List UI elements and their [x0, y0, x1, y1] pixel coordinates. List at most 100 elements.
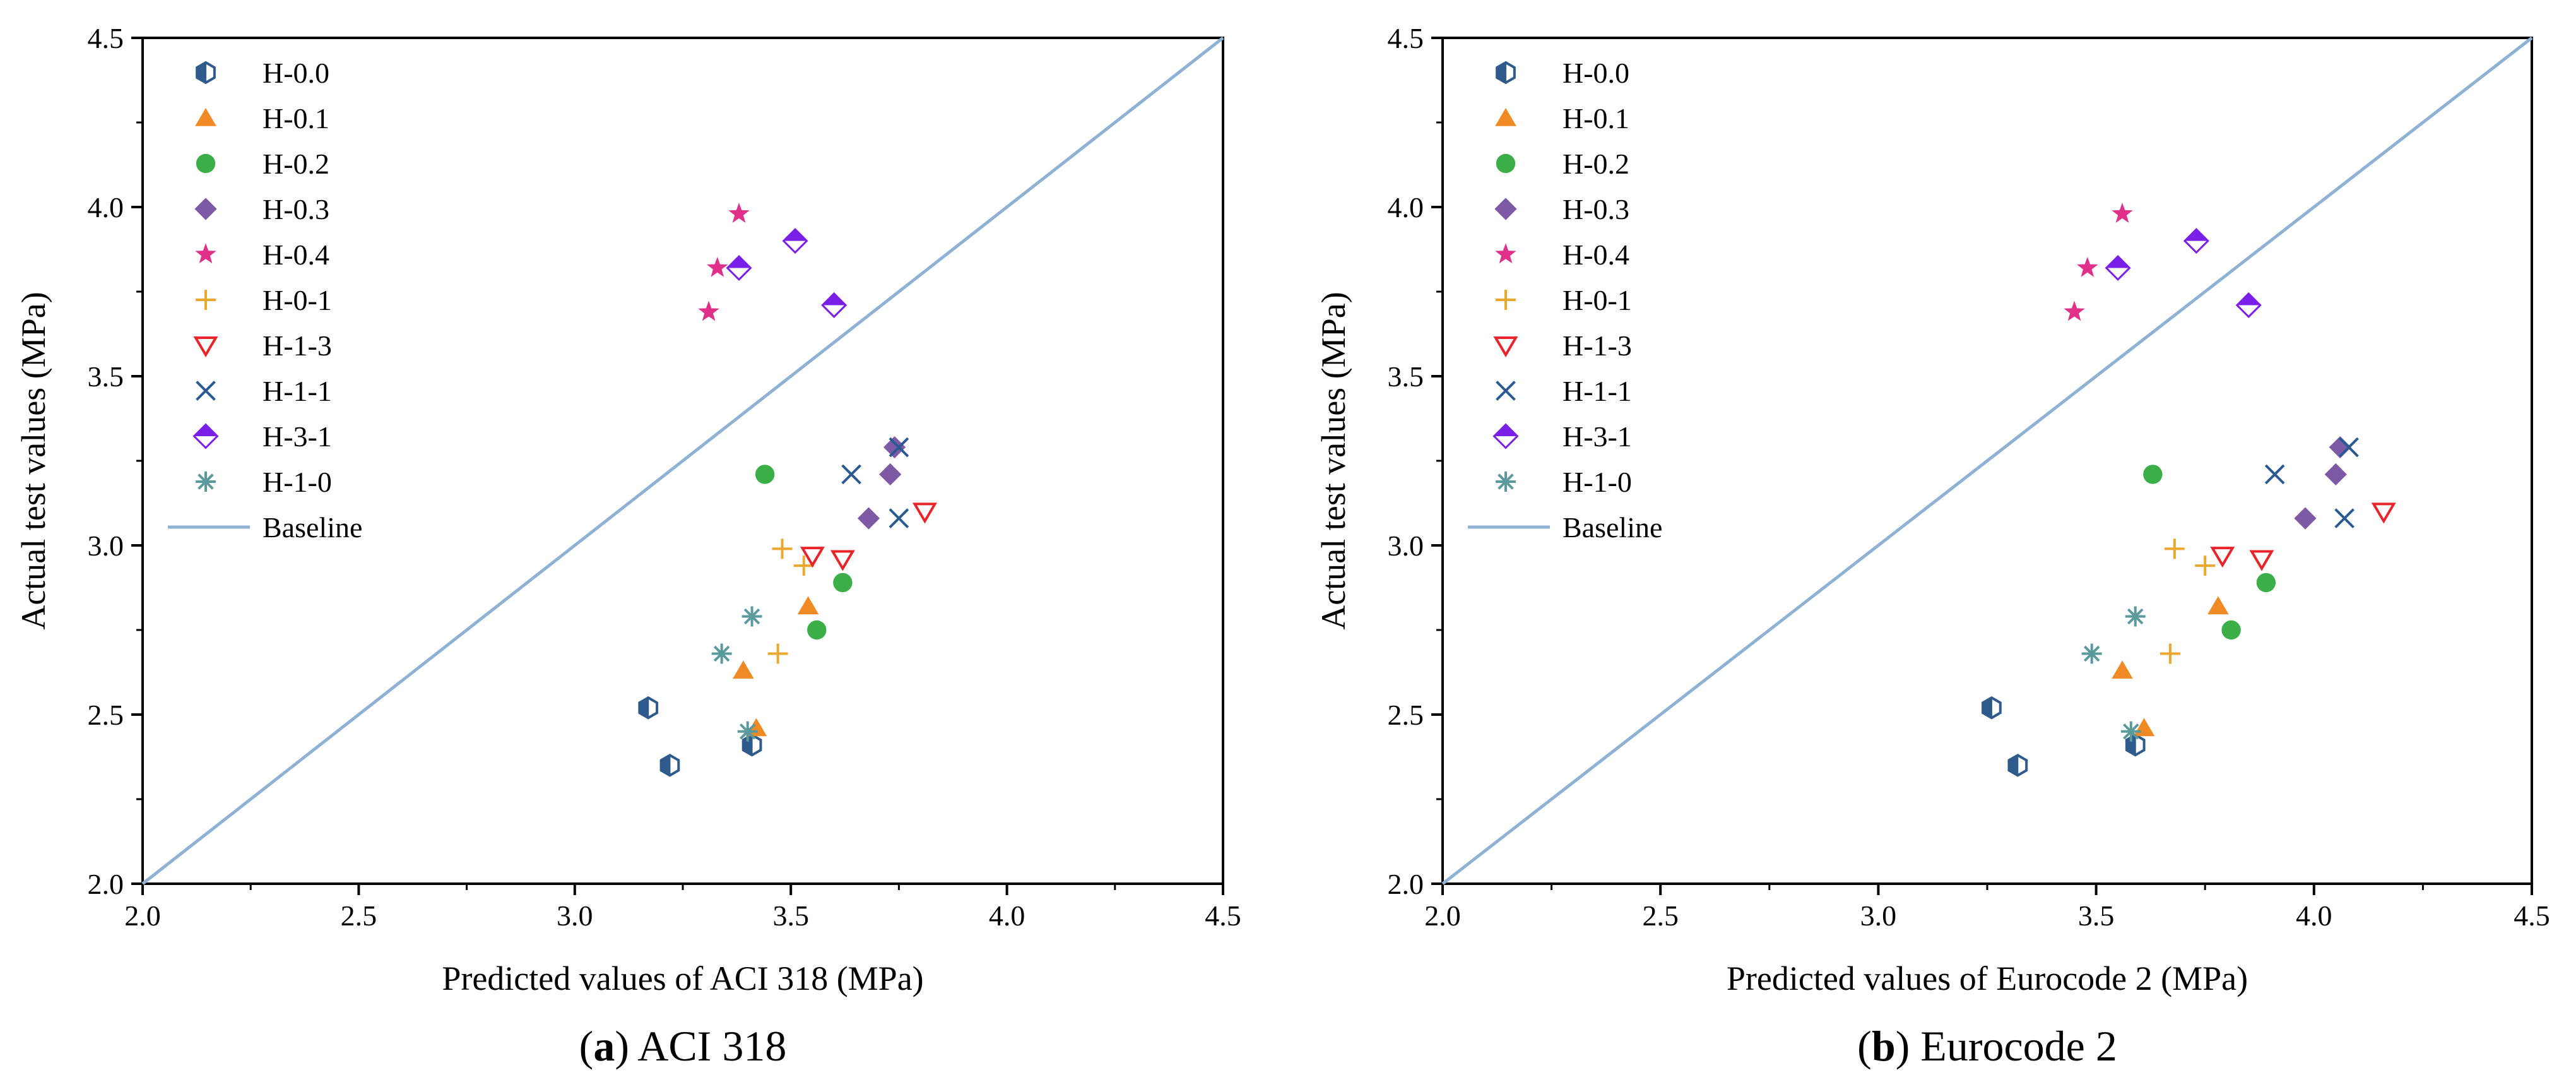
x-tick-label: 2.0	[1424, 900, 1461, 932]
x-tick-label: 3.5	[2078, 900, 2115, 932]
data-point-H-0.3	[857, 507, 880, 530]
data-point-H-0.4	[2064, 300, 2085, 321]
data-point-H-0.2	[833, 573, 853, 593]
data-point-H-0.0	[741, 733, 762, 757]
data-point-H-1-1	[2264, 464, 2285, 485]
data-point-H-0.4	[698, 300, 719, 321]
data-point-H-0.1	[797, 596, 819, 615]
legend-label: H-1-0	[263, 466, 332, 498]
series-H-0.0	[1982, 696, 2146, 777]
series-H-1-0	[711, 606, 762, 742]
legend-label: H-0.2	[1563, 148, 1629, 180]
data-point-H-0.3	[879, 463, 902, 486]
baseline-line	[1441, 37, 2533, 885]
data-point-H-1-1	[889, 508, 909, 528]
data-point-H-0.4	[728, 203, 750, 223]
y-tick-label: 3.5	[1388, 360, 1424, 393]
legend-label: H-1-1	[263, 375, 332, 407]
data-point-H-1-3	[2371, 502, 2396, 524]
legend-label: H-1-0	[1563, 466, 1632, 498]
legend-label: Baseline	[1563, 511, 1662, 544]
legend-marker-H-0.2	[196, 153, 216, 174]
series-H-1-1	[841, 437, 909, 528]
data-point-H-0.0	[2007, 754, 2028, 777]
series-H-0.2	[755, 465, 853, 640]
data-point-H-0.4	[2077, 256, 2098, 277]
data-point-H-1-0	[741, 606, 762, 627]
series-H-0-1	[2159, 538, 2216, 664]
series-H-0.3	[857, 436, 906, 530]
data-point-H-0.3	[2294, 507, 2317, 530]
data-point-H-0.1	[733, 660, 754, 679]
x-tick-label: 3.0	[557, 900, 593, 932]
series-H-3-1	[726, 228, 848, 318]
legend-label: H-0.1	[1563, 102, 1629, 134]
series-H-0.4	[698, 203, 750, 321]
legend-label: H-1-1	[1563, 375, 1632, 407]
legend-marker-H-0.0	[196, 61, 216, 85]
data-point-H-1-0	[711, 643, 732, 664]
data-point-H-0.1	[2112, 660, 2133, 679]
data-point-H-1-1	[841, 464, 861, 485]
series-H-0.0	[638, 696, 762, 777]
x-tick-label: 2.5	[341, 900, 377, 932]
caption-letter: a	[593, 1022, 615, 1070]
y-tick-label: 4.5	[88, 22, 124, 54]
x-axis-label: Predicted values of Eurocode 2 (MPa)	[1727, 959, 2248, 997]
data-point-H-0.2	[755, 465, 775, 484]
y-tick-label: 2.0	[88, 868, 124, 900]
legend: H-0.0 H-0.1 H-0.2 H-0.3 H-0.4 H-0-1 H-1-3 H-1-1…	[168, 57, 362, 544]
caption-letter: b	[1872, 1022, 1896, 1070]
series-H-1-1	[2264, 437, 2359, 528]
series-H-1-3	[2210, 502, 2396, 571]
legend-marker-H-0.4	[1495, 243, 1516, 264]
y-axis-label: Actual test values (MPa)	[1315, 292, 1352, 629]
chart-panel-b: 2.02.0 2.5 2.5 3.0 3.0 3.5 3.5 4.0 4.0 4.5 4.5 H-0.…	[1315, 22, 2550, 1070]
data-point-H-0-1	[2164, 538, 2185, 559]
y-tick-label: 4.5	[1388, 22, 1424, 54]
legend: H-0.0 H-0.1 H-0.2 H-0.3 H-0.4 H-0-1 H-1-3 H-1-1…	[1468, 57, 1662, 544]
data-point-H-0.3	[2324, 463, 2347, 486]
legend-label: H-0-1	[1563, 284, 1632, 316]
legend-marker-H-0.4	[195, 243, 216, 264]
y-tick-label: 3.5	[88, 360, 124, 393]
series-H-1-3	[800, 502, 937, 571]
chart-caption: (b) Eurocode 2	[1857, 1022, 2117, 1070]
data-point-H-0.3	[2329, 436, 2351, 459]
data-point-H-3-1	[782, 228, 808, 254]
x-tick-label: 2.5	[1642, 900, 1679, 932]
legend-marker-H-0.3	[1494, 198, 1517, 220]
legend-label: H-1-3	[1563, 330, 1632, 362]
legend-label: Baseline	[263, 511, 362, 544]
data-point-H-1-3	[800, 547, 825, 568]
data-point-H-0.2	[2221, 620, 2241, 640]
data-point-H-0.0	[638, 696, 659, 720]
legend-label: H-0.3	[1563, 193, 1629, 225]
data-point-H-0.0	[2125, 733, 2146, 757]
legend-marker-H-1-1	[1496, 381, 1516, 401]
data-point-H-0-1	[2195, 555, 2216, 576]
data-point-H-3-1	[2105, 254, 2131, 282]
legend-marker-H-0-1	[1496, 290, 1516, 310]
x-axis-label: Predicted values of ACI 318 (MPa)	[442, 959, 923, 997]
x-tick-label: 4.0	[2296, 900, 2332, 932]
data-point-H-0-1	[2159, 643, 2180, 664]
data-point-H-1-1	[889, 437, 909, 458]
data-point-H-3-1	[726, 254, 752, 282]
x-tick-label: 4.5	[1205, 900, 1241, 932]
data-point-H-0.4	[707, 256, 728, 277]
data-point-H-0-1	[767, 643, 788, 664]
data-point-H-1-0	[2120, 721, 2141, 742]
legend-label: H-0.3	[263, 193, 329, 225]
data-point-H-0-1	[793, 555, 814, 576]
legend-marker-H-0.1	[195, 108, 216, 126]
baseline-line	[141, 37, 1224, 885]
y-axis-label: Actual test values (MPa)	[15, 292, 52, 629]
series-H-0.4	[2064, 203, 2133, 321]
data-point-H-3-1	[821, 292, 848, 318]
y-tick-label: 3.0	[88, 530, 124, 562]
legend-marker-H-3-1	[1492, 423, 1519, 449]
data-point-H-0.4	[2112, 203, 2133, 223]
data-point-H-0.3	[883, 436, 906, 459]
